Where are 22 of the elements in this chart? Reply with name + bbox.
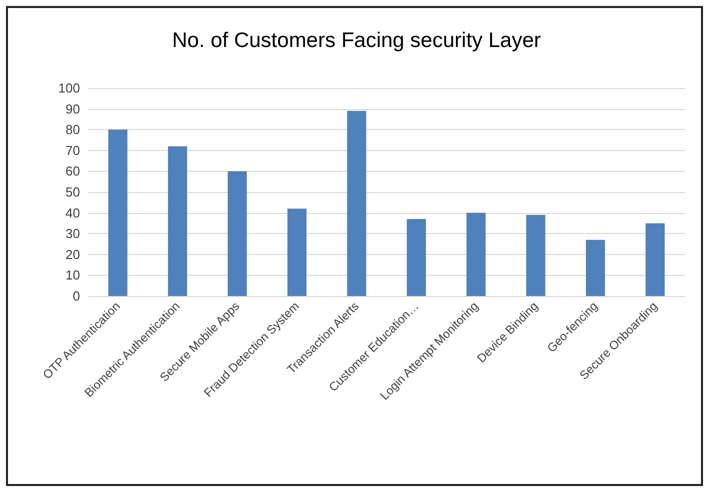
bar: [347, 110, 366, 296]
y-tick-label: 100: [58, 80, 80, 96]
y-tick-label: 30: [66, 226, 80, 242]
chart-title: No. of Customers Facing security Layer: [172, 29, 541, 52]
y-tick-label: 0: [72, 288, 80, 304]
bar: [168, 146, 188, 296]
y-tick-label: 10: [66, 268, 80, 283]
y-tick-label: 80: [66, 122, 80, 138]
y-tick-label: 60: [66, 164, 80, 179]
bar: [586, 240, 605, 296]
bar: [646, 223, 665, 296]
bar: [526, 214, 546, 296]
y-tick-label: 70: [66, 142, 80, 158]
bar: [287, 208, 306, 296]
y-tick-label: 40: [66, 205, 80, 220]
y-tick-label: 20: [66, 246, 80, 262]
y-tick-label: 90: [66, 101, 80, 116]
bar: [466, 212, 486, 296]
bar: [406, 219, 426, 296]
bar: [108, 130, 128, 296]
y-tick-label: 50: [66, 184, 80, 200]
bar: [228, 171, 247, 296]
